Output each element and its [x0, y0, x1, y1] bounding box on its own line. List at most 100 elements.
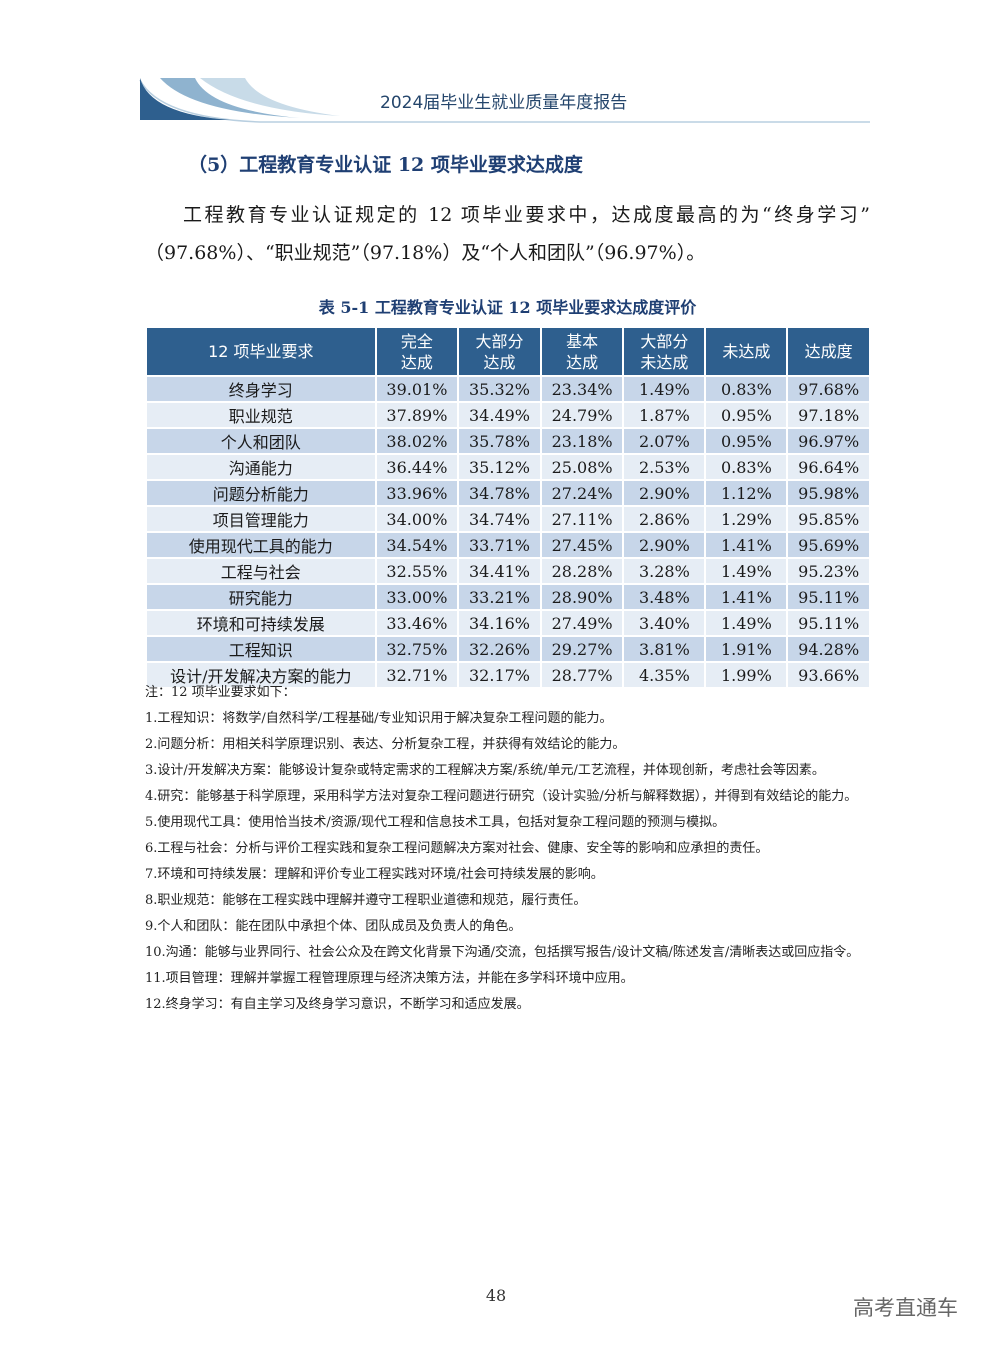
- table-cell: 1.49%: [622, 375, 707, 403]
- header-cell: 未达成: [704, 326, 789, 377]
- note-item: 1.工程知识：将数学/自然科学/工程基础/专业知识用于解决复杂工程问题的能力。: [145, 711, 613, 726]
- table-cell: 职业规范: [145, 401, 377, 429]
- table-cell: 工程知识: [145, 635, 377, 663]
- table-cell: 35.32%: [457, 375, 542, 403]
- table-cell: 27.24%: [539, 479, 625, 507]
- table-cell: 1.49%: [704, 557, 789, 585]
- table-cell: 95.11%: [786, 609, 871, 637]
- table-cell: 39.01%: [374, 375, 460, 403]
- table-cell: 3.48%: [622, 583, 707, 611]
- table-caption: 表 5-1 工程教育专业认证 12 项毕业要求达成度评价: [318, 298, 697, 317]
- table-cell: 32.75%: [374, 635, 460, 663]
- table-cell: 27.45%: [539, 531, 625, 559]
- table-cell: 23.34%: [539, 375, 625, 403]
- notes-title: 注：12 项毕业要求如下：: [145, 685, 296, 700]
- table-cell: 95.69%: [786, 531, 871, 559]
- header-cell: 大部分 未达成: [622, 326, 707, 377]
- table-cell: 33.21%: [457, 583, 542, 611]
- table-row: 环境和可持续发展 33.46% 34.16% 27.49% 3.40% 1.49% 95.1…: [145, 609, 871, 637]
- header-cell: 12 项毕业要求: [145, 326, 377, 377]
- note-item: 2.问题分析：用相关科学原理识别、表达、分析复杂工程，并获得有效结论的能力。: [145, 737, 626, 752]
- header-decoration: [139, 78, 870, 123]
- table-cell: 1.87%: [622, 401, 707, 429]
- note-item: 3.设计/开发解决方案：能够设计复杂或特定需求的工程解决方案/系统/单元/工艺流…: [145, 763, 825, 778]
- table-cell: 32.17%: [457, 661, 542, 689]
- table-cell: 使用现代工具的能力: [145, 531, 377, 559]
- table-cell: 96.64%: [786, 453, 871, 481]
- table-cell: 95.23%: [786, 557, 871, 585]
- table-cell: 4.35%: [622, 661, 707, 689]
- note-item: 9.个人和团队：能在团队中承担个体、团队成员及负责人的角色。: [145, 919, 522, 934]
- table-row: 工程知识 32.75% 32.26% 29.27% 3.81% 1.91% 94.28%: [145, 635, 871, 663]
- table-cell: 27.49%: [539, 609, 625, 637]
- note-item: 5.使用现代工具：使用恰当技术/资源/现代工程和信息技术工具，包括对复杂工程问题…: [145, 815, 726, 830]
- table-cell: 问题分析能力: [145, 479, 377, 507]
- table-row: 职业规范 37.89% 34.49% 24.79% 1.87% 0.95% 97.18%: [145, 401, 871, 429]
- table-row: 研究能力 33.00% 33.21% 28.90% 3.48% 1.41% 95.11%: [145, 583, 871, 611]
- table-cell: 1.41%: [704, 583, 789, 611]
- table-cell: 沟通能力: [145, 453, 377, 481]
- table-cell: 33.71%: [457, 531, 542, 559]
- table-row: 个人和团队 38.02% 35.78% 23.18% 2.07% 0.95% 96.97%: [145, 427, 871, 455]
- table-cell: 工程与社会: [145, 557, 377, 585]
- table-cell: 34.74%: [457, 505, 542, 533]
- table-cell: 32.55%: [374, 557, 460, 585]
- table-cell: 28.90%: [539, 583, 625, 611]
- table-cell: 33.46%: [374, 609, 460, 637]
- watermark: 高考直通车: [853, 1296, 958, 1320]
- table-cell: 终身学习: [145, 375, 377, 403]
- table-cell: 0.95%: [704, 427, 789, 455]
- table-cell: 34.49%: [457, 401, 542, 429]
- table-cell: 1.41%: [704, 531, 789, 559]
- table-cell: 93.66%: [786, 661, 871, 689]
- table-cell: 0.95%: [704, 401, 789, 429]
- table-cell: 1.12%: [704, 479, 789, 507]
- notes: 注：12 项毕业要求如下： 1.工程知识：将数学/自然科学/工程基础/专业知识用…: [145, 680, 870, 1018]
- table-cell: 35.78%: [457, 427, 542, 455]
- table-cell: 25.08%: [539, 453, 625, 481]
- table-cell: 研究能力: [145, 583, 377, 611]
- table-cell: 36.44%: [374, 453, 460, 481]
- table-cell: 97.68%: [786, 375, 871, 403]
- table-cell: 28.77%: [539, 661, 625, 689]
- table-cell: 94.28%: [786, 635, 871, 663]
- table-cell: 96.97%: [786, 427, 871, 455]
- table-cell: 34.41%: [457, 557, 542, 585]
- table-row: 设计/开发解决方案的能力 32.71% 32.17% 28.77% 4.35% 1.99%…: [145, 661, 871, 689]
- table-cell: 35.12%: [457, 453, 542, 481]
- note-item: 11.项目管理：理解并掌握工程管理原理与经济决策方法，并能在多学科环境中应用。: [145, 971, 634, 986]
- table-cell: 1.99%: [704, 661, 789, 689]
- paragraph: 工程教育专业认证规定的 12 项毕业要求中，达成度最高的为“终身学习”（97.6…: [145, 204, 870, 264]
- table-row: 使用现代工具的能力 34.54% 33.71% 27.45% 2.90% 1.41% 95.…: [145, 531, 871, 559]
- table-cell: 28.28%: [539, 557, 625, 585]
- table-cell: 95.85%: [786, 505, 871, 533]
- table-row: 项目管理能力 34.00% 34.74% 27.11% 2.86% 1.29% 95.85%: [145, 505, 871, 533]
- table-cell: 95.98%: [786, 479, 871, 507]
- table-cell: 设计/开发解决方案的能力: [145, 661, 377, 689]
- table-cell: 项目管理能力: [145, 505, 377, 533]
- section-heading: （5）工程教育专业认证 12 项毕业要求达成度: [188, 154, 583, 176]
- header-row: 12 项毕业要求 完全 达成 大部分 达成 基本 达成 大部分 未达成 未达成 达成度: [145, 326, 871, 377]
- table-cell: 33.96%: [374, 479, 460, 507]
- table-cell: 97.18%: [786, 401, 871, 429]
- table-cell: 23.18%: [539, 427, 625, 455]
- table-cell: 2.07%: [622, 427, 707, 455]
- table-cell: 27.11%: [539, 505, 625, 533]
- table-cell: 2.53%: [622, 453, 707, 481]
- table-cell: 1.29%: [704, 505, 789, 533]
- page-number: 48: [485, 1286, 507, 1305]
- table-cell: 1.91%: [704, 635, 789, 663]
- note-item: 7.环境和可持续发展：理解和评价专业工程实践对环境/社会可持续发展的影响。: [145, 867, 604, 882]
- data-table: 12 项毕业要求 完全 达成 大部分 达成 基本 达成 大部分 未达成 未达成 达成度 终身学…: [145, 326, 871, 689]
- note-item: 6.工程与社会：分析与评价工程实践和复杂工程问题解决方案对社会、健康、安全等的影…: [145, 841, 769, 856]
- table-cell: 3.40%: [622, 609, 707, 637]
- note-item: 8.职业规范：能够在工程实践中理解并遵守工程职业道德和规范，履行责任。: [145, 893, 587, 908]
- table-cell: 个人和团队: [145, 427, 377, 455]
- table-cell: 2.90%: [622, 479, 707, 507]
- table-cell: 29.27%: [539, 635, 625, 663]
- table-cell: 95.11%: [786, 583, 871, 611]
- note-item: 4.研究：能够基于科学原理，采用科学方法对复杂工程问题进行研究（设计实验/分析与…: [145, 789, 858, 804]
- table-cell: 0.83%: [704, 453, 789, 481]
- table-cell: 34.78%: [457, 479, 542, 507]
